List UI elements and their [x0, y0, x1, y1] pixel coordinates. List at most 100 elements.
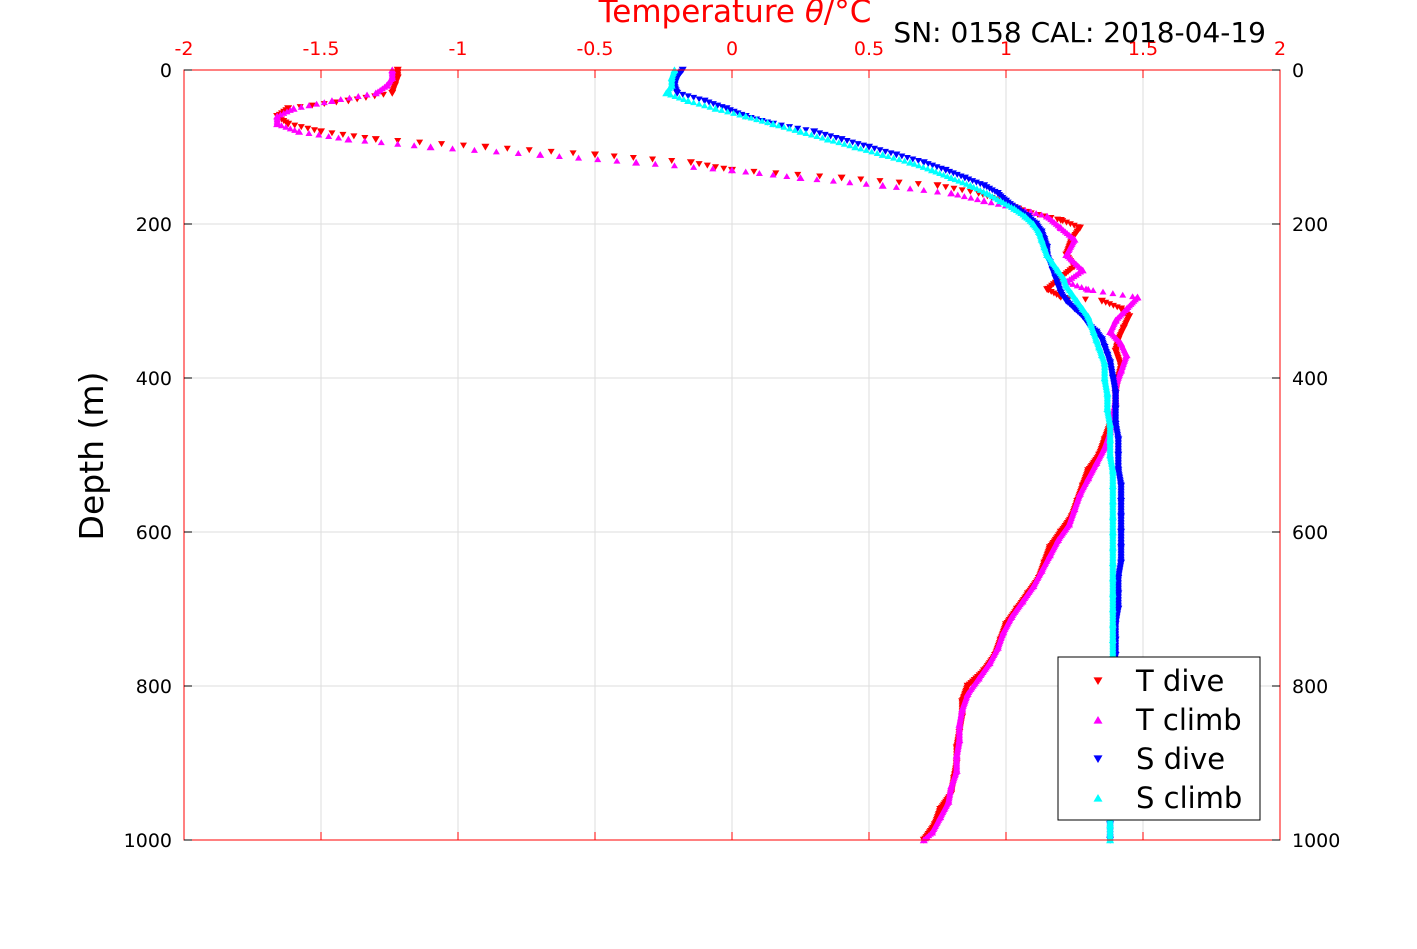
data-point: [701, 102, 709, 109]
data-point: [1089, 287, 1097, 294]
data-point: [943, 173, 951, 180]
data-point: [730, 109, 738, 116]
data-point: [791, 126, 799, 133]
data-point: [1032, 210, 1040, 217]
data-point: [1063, 219, 1071, 226]
legend-box: [1057, 656, 1261, 821]
data-point: [928, 166, 936, 173]
data-point: [862, 180, 870, 187]
data-point: [980, 197, 988, 204]
data-point: [1129, 293, 1137, 300]
data-point: [1078, 283, 1086, 290]
data-point: [860, 142, 868, 149]
data-point: [914, 181, 922, 188]
data-point: [980, 182, 988, 189]
data-point: [936, 170, 944, 176]
y-tick-label-left: 800: [136, 676, 172, 698]
data-point: [976, 181, 984, 188]
data-point: [950, 185, 958, 192]
data-point: [813, 176, 821, 183]
y-tick-label-left: 600: [136, 522, 172, 544]
data-point: [282, 123, 290, 130]
data-point: [940, 171, 948, 178]
top-axis-ticks: -2 -1.5 -1 -0.5 0 0.5 1 1.5 2: [175, 38, 1286, 840]
left-axis-ticks: 0 200 400 600 800 1000: [124, 60, 192, 852]
data-point: [876, 178, 884, 185]
sn-cal-label: SN: 0158 CAL: 2018-04-19: [893, 16, 1266, 49]
data-markers: [273, 66, 1142, 844]
data-point: [305, 102, 313, 109]
data-point: [933, 164, 941, 171]
data-point: [753, 116, 761, 123]
data-point: [438, 141, 446, 148]
data-point: [884, 153, 892, 160]
data-point: [890, 154, 898, 161]
data-point: [410, 142, 418, 149]
data-point: [325, 133, 333, 140]
data-point: [901, 157, 909, 164]
x-tick-label: -2: [175, 38, 194, 60]
data-point: [924, 161, 932, 168]
data-point: [898, 153, 906, 160]
data-point: [783, 173, 791, 180]
data-point: [924, 165, 932, 172]
data-point: [1098, 298, 1106, 305]
data-point: [632, 159, 640, 166]
data-point: [915, 162, 923, 169]
data-point: [701, 98, 709, 104]
data-point: [291, 126, 299, 133]
x-tick-label: -1.5: [302, 38, 339, 60]
data-point: [449, 145, 457, 152]
data-point: [718, 104, 726, 111]
y-tick-label-right: 1000: [1292, 830, 1340, 852]
data-point: [807, 131, 815, 138]
data-point: [1038, 211, 1046, 218]
data-point: [388, 90, 396, 97]
data-point: [547, 148, 555, 155]
data-point: [1113, 304, 1121, 311]
data-point: [797, 174, 804, 181]
data-point: [675, 94, 683, 101]
x-tick-label: -0.5: [576, 38, 613, 60]
data-point: [1082, 285, 1090, 292]
data-point: [910, 160, 918, 167]
data-point: [1109, 290, 1117, 297]
data-point: [1073, 282, 1081, 289]
data-point: [906, 159, 914, 166]
data-point: [780, 123, 788, 130]
data-point: [706, 103, 714, 110]
data-point: [879, 182, 887, 189]
data-point: [929, 162, 937, 169]
data-point: [818, 134, 826, 141]
data-point: [310, 127, 318, 134]
data-point: [295, 128, 303, 135]
y-tick-label-right: 600: [1292, 522, 1328, 544]
data-point: [959, 179, 967, 186]
data-point: [838, 136, 846, 143]
y-tick-label-left: 0: [160, 60, 172, 82]
axes: -2 -1.5 -1 -0.5 0 0.5 1 1.5 2 02004006008001000 …: [124, 38, 1341, 852]
title-theta: θ: [805, 0, 824, 30]
data-point: [726, 107, 734, 114]
data-point: [772, 170, 780, 177]
data-point: [967, 194, 975, 201]
data-point: [846, 179, 854, 186]
data-point: [838, 175, 846, 181]
legend-item: T climb: [1093, 703, 1242, 737]
data-point: [797, 128, 804, 135]
data-point: [667, 91, 675, 98]
data-point: [671, 93, 679, 99]
data-point: [802, 129, 810, 136]
legend-marker: [1093, 677, 1103, 686]
data-point: [361, 137, 369, 144]
data-point: [951, 176, 959, 183]
data-point: [816, 130, 824, 137]
data-point: [849, 139, 857, 146]
data-point: [690, 163, 698, 170]
data-point: [372, 89, 380, 96]
data-point: [304, 125, 312, 132]
y-tick-label-left: 200: [136, 214, 172, 236]
data-point: [920, 159, 928, 166]
legend-item: T dive: [1093, 664, 1224, 698]
data-point: [1050, 290, 1058, 297]
